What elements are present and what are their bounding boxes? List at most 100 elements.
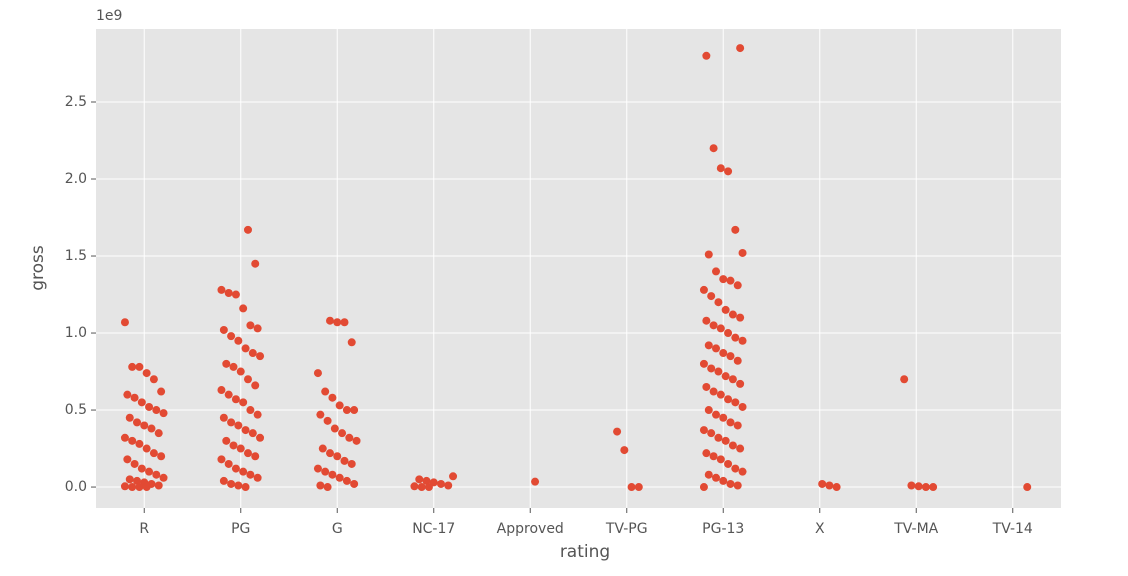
point — [350, 406, 359, 415]
y-tick-label: 2.5 — [65, 94, 87, 110]
point — [120, 433, 129, 442]
point — [239, 398, 248, 407]
point — [335, 401, 344, 410]
point — [248, 349, 257, 358]
point — [231, 395, 240, 404]
point — [219, 476, 228, 485]
point — [335, 473, 344, 482]
point — [699, 483, 708, 492]
point — [620, 446, 629, 455]
point — [712, 473, 721, 482]
point — [318, 444, 327, 453]
point — [719, 349, 728, 358]
point — [217, 455, 226, 464]
point — [728, 375, 737, 384]
x-tick-label: R — [139, 521, 149, 537]
point — [217, 285, 226, 294]
point — [231, 464, 240, 473]
point — [714, 298, 723, 307]
point — [130, 459, 139, 468]
point — [236, 444, 245, 453]
point — [716, 390, 725, 399]
point — [707, 429, 716, 438]
point — [123, 390, 132, 399]
point — [832, 483, 841, 492]
point — [707, 364, 716, 373]
point — [704, 406, 713, 415]
y-axis-label: gross — [28, 245, 48, 291]
point — [929, 483, 938, 492]
point — [709, 144, 718, 153]
point — [728, 310, 737, 319]
point — [330, 424, 339, 433]
y-tick-label: 2.0 — [65, 171, 87, 187]
point — [239, 304, 248, 313]
point — [714, 433, 723, 442]
point — [152, 470, 161, 479]
point — [347, 459, 356, 468]
point — [219, 325, 228, 334]
point — [248, 429, 257, 438]
point — [733, 421, 742, 430]
point — [234, 421, 243, 430]
point — [323, 416, 332, 425]
point — [417, 483, 426, 492]
point — [251, 259, 260, 268]
point — [128, 436, 137, 445]
y-tick-label: 0.5 — [65, 402, 87, 418]
point — [222, 359, 231, 368]
point — [731, 464, 740, 473]
point — [699, 426, 708, 435]
point — [738, 402, 747, 411]
point — [726, 276, 735, 285]
point — [736, 379, 745, 388]
point — [733, 356, 742, 365]
point — [231, 290, 240, 299]
point — [716, 324, 725, 333]
point — [704, 470, 713, 479]
point — [818, 479, 827, 488]
point — [699, 359, 708, 368]
point — [313, 369, 322, 378]
point — [333, 318, 342, 327]
x-tick-label: G — [332, 521, 343, 537]
point — [133, 418, 142, 427]
point — [224, 459, 233, 468]
point — [157, 387, 166, 396]
point — [436, 479, 445, 488]
point — [704, 341, 713, 350]
point — [825, 481, 834, 490]
point — [709, 387, 718, 396]
point — [350, 479, 359, 488]
point — [444, 481, 453, 490]
point — [234, 336, 243, 345]
x-tick-label: Approved — [497, 521, 564, 537]
point — [152, 406, 161, 415]
x-tick-label: NC-17 — [412, 521, 455, 537]
point — [422, 476, 431, 485]
point — [323, 483, 332, 492]
point — [135, 362, 144, 371]
point — [531, 477, 540, 486]
point — [736, 44, 745, 53]
point — [243, 375, 252, 384]
x-axis-label: rating — [560, 542, 610, 562]
point — [227, 418, 236, 427]
point — [907, 481, 916, 490]
point — [125, 475, 134, 484]
point — [340, 456, 349, 465]
point — [345, 433, 354, 442]
point — [234, 481, 243, 490]
point — [128, 362, 137, 371]
point — [728, 441, 737, 450]
point — [154, 429, 163, 438]
point — [707, 292, 716, 301]
point — [253, 324, 262, 333]
point — [241, 426, 250, 435]
point — [714, 367, 723, 376]
point — [721, 305, 730, 314]
y-tick-label: 1.5 — [65, 248, 87, 264]
point — [222, 436, 231, 445]
point — [709, 321, 718, 330]
point — [145, 467, 154, 476]
